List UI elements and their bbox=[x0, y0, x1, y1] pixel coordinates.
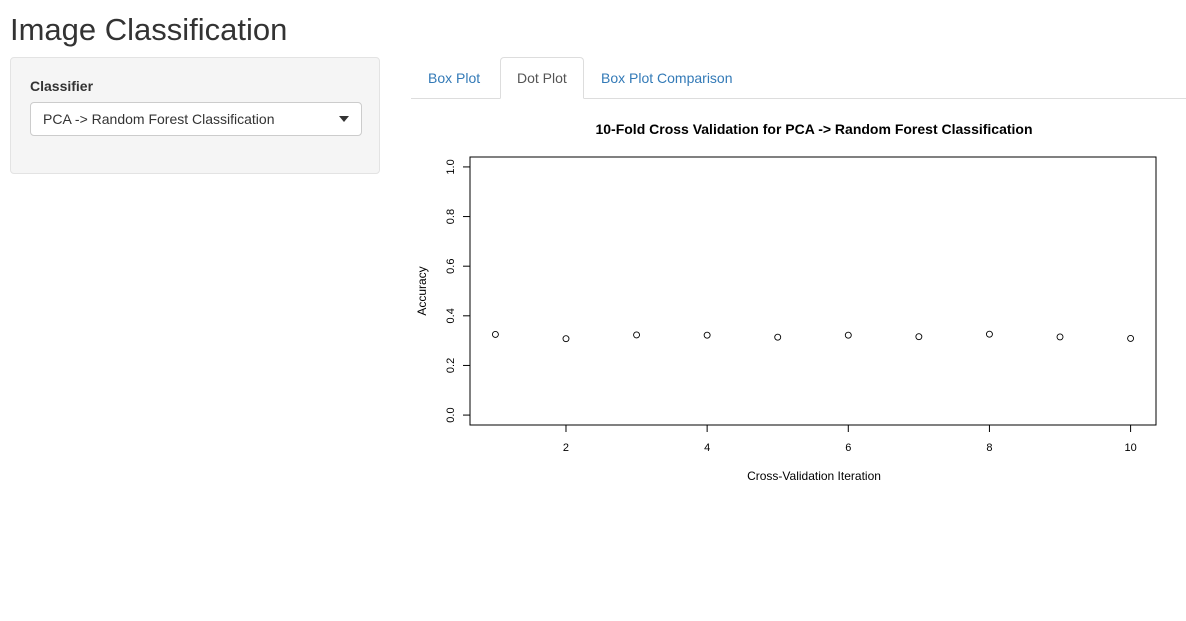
classifier-selected-value: PCA -> Random Forest Classification bbox=[43, 111, 275, 127]
data-point bbox=[844, 331, 852, 339]
data-point bbox=[703, 331, 711, 339]
data-points bbox=[491, 330, 1135, 343]
classifier-select[interactable]: PCA -> Random Forest Classification bbox=[30, 102, 362, 136]
y-axis-label: Accuracy bbox=[415, 266, 429, 315]
x-tick-label: 4 bbox=[704, 442, 710, 454]
data-point bbox=[915, 333, 923, 341]
x-tick-label: 8 bbox=[986, 442, 992, 454]
y-tick-label: 1.0 bbox=[445, 159, 457, 174]
data-point bbox=[774, 333, 782, 341]
dot-plot-chart: 10-Fold Cross Validation for PCA -> Rand… bbox=[415, 121, 1157, 483]
chevron-down-icon[interactable] bbox=[339, 116, 349, 122]
data-point bbox=[1056, 333, 1064, 341]
plot-frame bbox=[469, 156, 1157, 426]
x-axis: 2 4 6 8 10 bbox=[563, 424, 1137, 454]
page-title: Image Classification bbox=[10, 12, 288, 47]
chart-title: 10-Fold Cross Validation for PCA -> Rand… bbox=[595, 121, 1032, 137]
y-tick-label: 0.6 bbox=[445, 259, 457, 274]
classifier-label: Classifier bbox=[30, 78, 94, 94]
y-tick-label: 0.8 bbox=[445, 209, 457, 224]
data-point bbox=[562, 335, 570, 343]
tab-bar: Box Plot Dot Plot Box Plot Comparison bbox=[411, 57, 1186, 99]
x-axis-label: Cross-Validation Iteration bbox=[747, 469, 881, 483]
data-point bbox=[1127, 334, 1135, 342]
y-tick-label: 0.2 bbox=[445, 358, 457, 373]
data-point bbox=[491, 330, 499, 338]
tab-box-plot[interactable]: Box Plot bbox=[428, 70, 481, 86]
x-tick-label: 6 bbox=[845, 442, 851, 454]
y-tick-label: 0.0 bbox=[445, 407, 457, 422]
y-axis: 0.0 0.2 0.4 0.6 0.8 1.0 bbox=[445, 159, 471, 423]
data-point bbox=[985, 330, 993, 338]
tab-dot-plot[interactable]: Dot Plot bbox=[500, 57, 584, 99]
y-tick-label: 0.4 bbox=[445, 308, 457, 323]
tab-box-plot-comparison[interactable]: Box Plot Comparison bbox=[601, 70, 733, 86]
x-tick-label: 2 bbox=[563, 442, 569, 454]
data-point bbox=[633, 331, 641, 339]
sidebar-panel: Classifier PCA -> Random Forest Classifi… bbox=[10, 57, 380, 174]
x-tick-label: 10 bbox=[1124, 442, 1136, 454]
